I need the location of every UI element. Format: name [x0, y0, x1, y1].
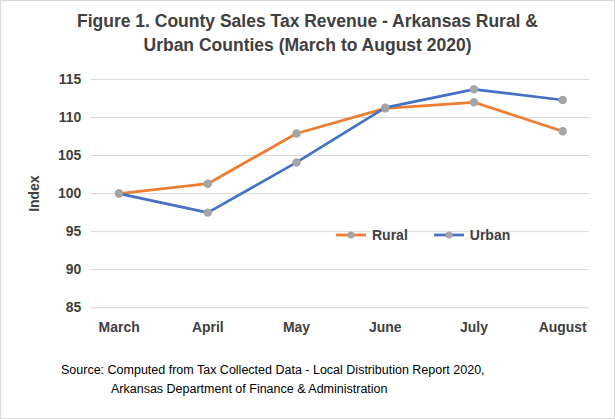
html-text:Urban: Urban [469, 227, 511, 243]
svg-text:March: March [99, 319, 140, 335]
svg-text:June: June [369, 319, 402, 335]
html-text:Rural: Rural [372, 227, 408, 243]
svg-text:115: 115 [59, 71, 82, 87]
svg-text:85: 85 [66, 299, 82, 315]
html-text:Figure 1. County Sales Tax Rev: Figure 1. County Sales Tax Revenue - Ark… [77, 11, 538, 55]
svg-text:105: 105 [58, 147, 82, 163]
svg-text:110: 110 [59, 109, 82, 125]
svg-text:90: 90 [66, 261, 82, 277]
svg-text:August: August [539, 319, 587, 335]
svg-text:July: July [460, 319, 488, 335]
html-text:Source: Computed from Tax Coll: Source: Computed from Tax Collected Data… [61, 363, 485, 377]
svg-text:100: 100 [58, 185, 82, 201]
html-text:Arkansas Department of Finance: Arkansas Department of Finance & Adminis… [111, 382, 388, 396]
svg-text:April: April [192, 319, 224, 335]
svg-text:Index: Index [26, 175, 42, 212]
svg-text:95: 95 [66, 223, 82, 239]
svg-text:May: May [283, 319, 310, 335]
